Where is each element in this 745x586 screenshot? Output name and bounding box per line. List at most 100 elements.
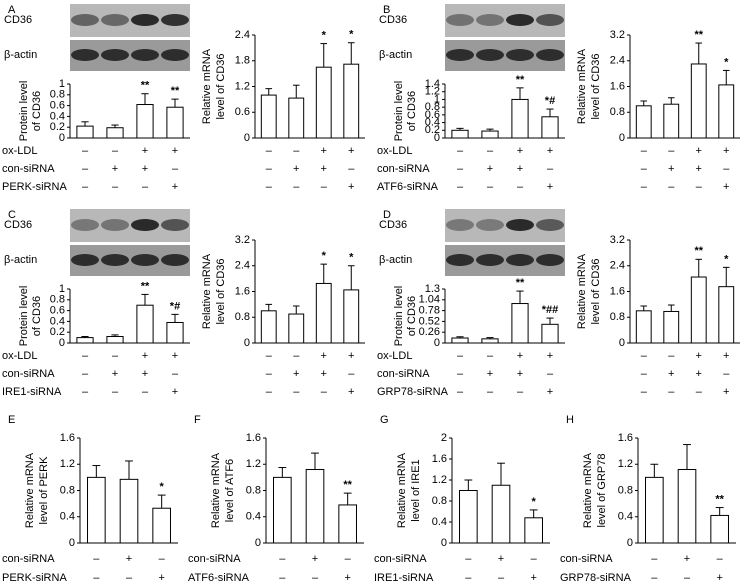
condition-sign: – [641, 350, 648, 362]
condition-sign: + [696, 350, 702, 362]
condition-sign: + [668, 163, 674, 175]
y-tick-label: 1.2 [618, 458, 633, 470]
condition-label: IRE1-siRNA [374, 572, 434, 584]
y-tick-label: 0.4 [60, 511, 75, 523]
condition-sign: + [716, 572, 722, 584]
y-tick-label: 0.2 [50, 326, 65, 338]
condition-sign: + [142, 145, 148, 157]
significance: ** [141, 280, 150, 292]
y-tick-label: 0.8 [60, 484, 75, 496]
y-tick-label: 1.6 [610, 285, 625, 297]
blot-label: CD36 [379, 219, 407, 231]
y-tick-label: 1.4 [425, 78, 440, 90]
y-tick-label: 0 [434, 132, 440, 144]
condition-label: con-siRNA [188, 553, 241, 565]
condition-sign: + [517, 350, 523, 362]
condition-sign: – [142, 386, 149, 398]
condition-sign: + [112, 163, 118, 175]
y-tick-label: 0.4 [425, 116, 440, 128]
condition-sign: – [641, 368, 648, 380]
condition-sign: + [547, 181, 553, 193]
significance: ** [694, 245, 703, 257]
condition-sign: + [517, 163, 523, 175]
significance: * [724, 253, 729, 265]
bar [76, 125, 94, 139]
condition-sign: – [547, 163, 554, 175]
y-tick-label: 0.6 [425, 109, 440, 121]
condition-sign: – [266, 145, 273, 157]
bar [343, 289, 360, 344]
blot-label: β-actin [4, 49, 37, 61]
significance: ** [516, 277, 525, 289]
condition-sign: + [321, 163, 327, 175]
condition-sign: + [293, 163, 299, 175]
y-tick-label: 3.2 [610, 234, 625, 246]
blot-label: CD36 [379, 14, 407, 26]
condition-sign: + [142, 163, 148, 175]
y-tick-label: 1.04 [419, 294, 440, 306]
condition-label: GRP78-siRNA [377, 386, 449, 398]
blot-label: CD36 [4, 219, 32, 231]
blot-band [536, 219, 564, 231]
bar [136, 304, 154, 344]
condition-sign: – [266, 181, 273, 193]
condition-sign: – [457, 163, 464, 175]
blot-band [161, 219, 189, 231]
blot-band [101, 254, 129, 266]
condition-sign: + [547, 145, 553, 157]
condition-label: GRP78-siRNA [560, 572, 632, 584]
y-tick-label: 0.6 [235, 106, 250, 118]
bar [119, 478, 139, 544]
bar [677, 469, 697, 544]
significance: ** [171, 85, 180, 97]
y-tick-label: 0.8 [618, 484, 633, 496]
blot-label: β-actin [379, 254, 412, 266]
y-tick-label: 0.8 [235, 311, 250, 323]
condition-sign: – [641, 386, 648, 398]
y-tick-label: 0.6 [50, 100, 65, 112]
condition-sign: – [457, 350, 464, 362]
bar [166, 321, 184, 344]
condition-sign: + [321, 368, 327, 380]
y-tick-label: 1.6 [610, 80, 625, 92]
condition-sign: + [684, 553, 690, 565]
condition-sign: – [487, 145, 494, 157]
blot-label: CD36 [4, 14, 32, 26]
condition-sign: – [696, 386, 703, 398]
bar [635, 310, 652, 344]
y-tick-label: 0.4 [432, 516, 447, 528]
condition-sign: – [651, 553, 658, 565]
significance: * [160, 481, 165, 493]
condition-sign: – [465, 572, 472, 584]
y-tick-label: 2.4 [610, 260, 625, 272]
bar [645, 476, 664, 544]
significance: * [349, 252, 354, 264]
blot-band [536, 14, 564, 26]
blot-band [101, 219, 129, 231]
bar [338, 504, 357, 544]
condition-label: ATF6-siRNA [188, 572, 250, 584]
bar [511, 98, 529, 139]
condition-sign: + [668, 368, 674, 380]
panel-letter: F [194, 414, 201, 426]
y-tick-label: 0 [434, 337, 440, 349]
bar [718, 84, 735, 139]
y-axis-label: of CD36 [406, 296, 418, 336]
condition-sign: – [82, 368, 89, 380]
blot-band [476, 219, 504, 231]
y-tick-label: 2.4 [235, 260, 250, 272]
bar [541, 116, 559, 139]
blot-band [161, 254, 189, 266]
condition-sign: + [723, 181, 729, 193]
condition-sign: – [112, 350, 119, 362]
y-tick-label: 1.2 [246, 458, 261, 470]
condition-sign: – [465, 553, 472, 565]
condition-sign: – [112, 145, 119, 157]
condition-sign: + [487, 368, 493, 380]
y-axis-label: level of CD36 [590, 53, 602, 119]
condition-sign: – [723, 163, 730, 175]
condition-sign: – [498, 572, 505, 584]
bar [106, 336, 124, 344]
blot-label: β-actin [4, 254, 37, 266]
condition-label: ATF6-siRNA [377, 181, 439, 193]
